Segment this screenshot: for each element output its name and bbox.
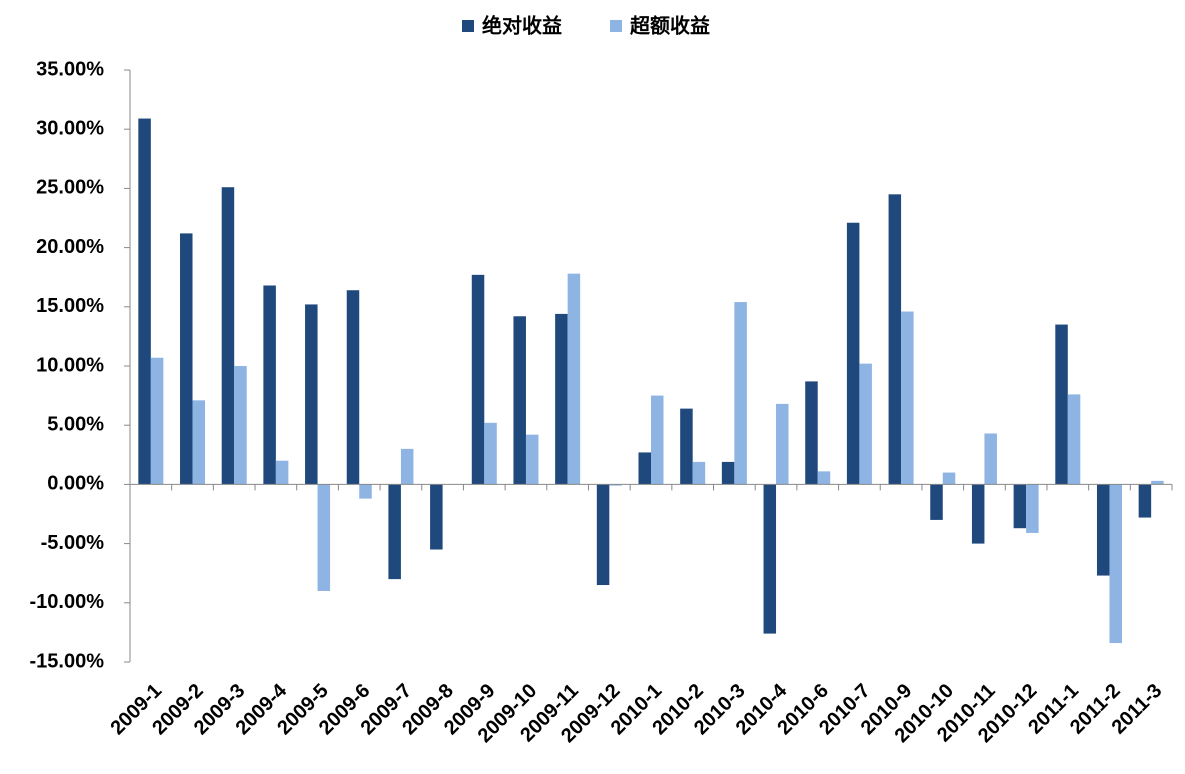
bar bbox=[180, 233, 193, 485]
bar bbox=[776, 403, 789, 485]
y-tick-label: 20.00% bbox=[36, 236, 104, 258]
bar bbox=[555, 313, 568, 485]
y-tick-label: 25.00% bbox=[36, 177, 104, 199]
bar bbox=[763, 484, 777, 634]
bar bbox=[901, 311, 914, 485]
bar bbox=[1151, 480, 1164, 485]
y-tick-label: 5.00% bbox=[47, 413, 104, 435]
bar bbox=[513, 316, 526, 485]
bar bbox=[305, 304, 318, 485]
bar bbox=[484, 422, 497, 485]
bar bbox=[359, 484, 372, 499]
bar bbox=[984, 433, 997, 485]
y-tick-label: 30.00% bbox=[36, 117, 104, 139]
bar bbox=[971, 484, 985, 544]
bar bbox=[430, 484, 443, 550]
bar bbox=[609, 484, 622, 486]
bar bbox=[525, 434, 539, 485]
bar bbox=[1096, 484, 1110, 576]
bar bbox=[817, 471, 831, 485]
bar bbox=[1026, 484, 1039, 533]
bar bbox=[930, 484, 943, 520]
bar bbox=[138, 118, 151, 485]
y-tick-label: 10.00% bbox=[36, 354, 104, 376]
bar bbox=[275, 460, 289, 485]
bar bbox=[1109, 484, 1122, 644]
bar bbox=[471, 274, 485, 485]
legend-label: 超额收益 bbox=[629, 13, 710, 37]
bar bbox=[680, 408, 693, 485]
bar bbox=[734, 302, 747, 485]
legend-swatch bbox=[610, 20, 622, 32]
y-tick-label: -15.00% bbox=[30, 650, 105, 672]
y-tick-label: 0.00% bbox=[47, 473, 104, 495]
bar bbox=[150, 357, 164, 485]
bar bbox=[805, 381, 818, 485]
bar bbox=[846, 222, 860, 485]
bar bbox=[596, 484, 610, 586]
bar bbox=[346, 290, 360, 485]
bar bbox=[567, 273, 581, 485]
y-tick-label: -5.00% bbox=[41, 532, 105, 554]
bar bbox=[1055, 324, 1068, 485]
bar bbox=[234, 366, 247, 485]
legend-swatch bbox=[462, 20, 474, 32]
bar bbox=[942, 472, 956, 485]
bar bbox=[1067, 394, 1081, 485]
bar bbox=[888, 194, 902, 485]
bar bbox=[192, 400, 206, 485]
bar bbox=[1013, 484, 1027, 529]
bar bbox=[221, 187, 235, 485]
bar bbox=[1138, 484, 1152, 518]
bar bbox=[317, 484, 331, 591]
bar bbox=[400, 448, 414, 485]
bar bbox=[692, 461, 706, 485]
y-tick-label: 35.00% bbox=[36, 58, 104, 80]
legend-label: 绝对收益 bbox=[482, 13, 562, 37]
bar bbox=[638, 452, 651, 485]
bar bbox=[388, 484, 401, 580]
bar bbox=[651, 395, 664, 485]
bar bbox=[263, 285, 276, 485]
bar bbox=[721, 461, 735, 485]
bar bbox=[859, 363, 872, 485]
y-tick-label: -10.00% bbox=[30, 591, 105, 613]
y-tick-label: 15.00% bbox=[36, 295, 104, 317]
